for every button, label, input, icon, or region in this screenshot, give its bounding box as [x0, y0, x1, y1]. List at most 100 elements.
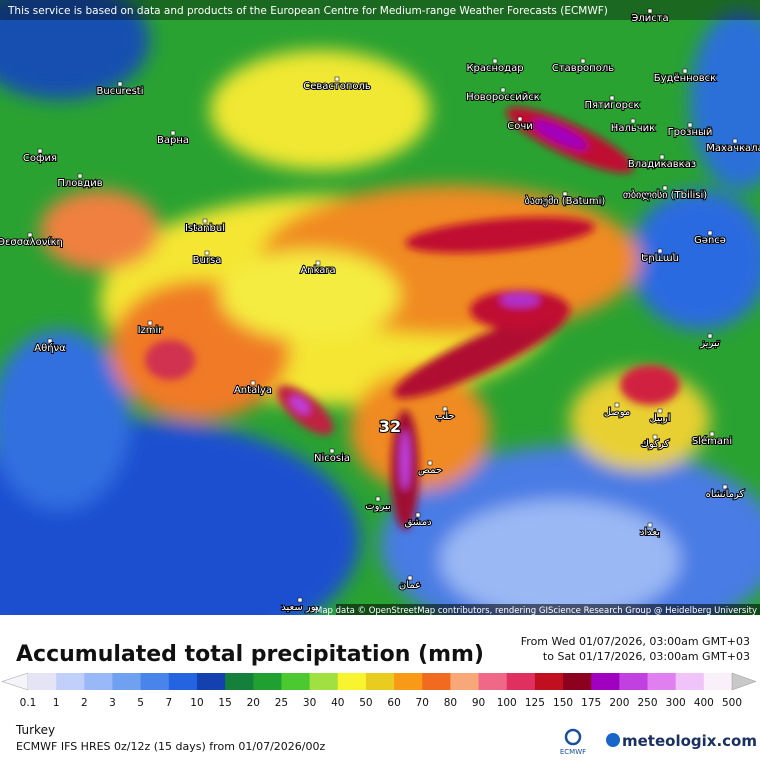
city-label: Владикавказ	[628, 159, 696, 170]
city-dot	[647, 522, 653, 528]
city-dot	[415, 512, 421, 518]
city-dot	[652, 434, 658, 440]
city-dot	[647, 8, 653, 14]
colorbar-swatch	[647, 673, 677, 690]
city-label: Ставрополь	[552, 63, 614, 74]
colorbar-label: 300	[666, 697, 686, 709]
city-label: Izmir	[138, 325, 164, 336]
city-dot	[77, 173, 83, 179]
colorbar-swatch	[478, 673, 508, 690]
city-label: دمشق	[404, 517, 431, 528]
region: Turkey	[15, 723, 55, 737]
city-label: Nicosia	[314, 453, 350, 464]
city-label: اربيل	[650, 413, 671, 424]
city-label: كركوك	[641, 439, 670, 450]
colorbar-label: 100	[497, 697, 517, 709]
city-label: Antalya	[234, 385, 272, 396]
city-dot	[517, 116, 523, 122]
colorbar-label: 1	[53, 697, 60, 709]
city-label: Грозный	[668, 127, 713, 138]
colorbar-swatch	[703, 673, 733, 690]
city-label: Bursa	[193, 255, 222, 266]
city-label: Θεσσαλονίκη	[0, 236, 63, 248]
city-label: Сочи	[507, 121, 533, 132]
colorbar-swatch	[365, 673, 395, 690]
city-label: Новороссийск	[466, 92, 540, 103]
city-dot	[202, 218, 208, 224]
colorbar-label: 10	[190, 697, 203, 709]
city-dot	[329, 448, 335, 454]
city-dot	[492, 58, 498, 64]
attribution: Map data © OpenStreetMap contributors, r…	[315, 606, 757, 616]
date-from: From Wed 01/07/2026, 03:00am GMT+03	[521, 635, 750, 648]
colorbar-swatch	[506, 673, 536, 690]
city-label: Элиста	[631, 13, 668, 24]
city-label: თბილისი (Tbilisi)	[623, 189, 707, 201]
colorbar-swatch	[140, 673, 170, 690]
city-dot	[117, 81, 123, 87]
city-dot	[707, 230, 713, 236]
city-label: ბათუმი (Batumi)	[525, 195, 606, 207]
city-label: Երևան	[641, 253, 679, 264]
model-info: ECMWF IFS HRES 0z/12z (15 days) from 01/…	[16, 740, 326, 753]
city-label: Slémani	[692, 435, 732, 447]
city-label: Варна	[157, 135, 189, 146]
city-label: Будённовск	[654, 73, 716, 84]
colorbar-swatch	[534, 673, 564, 690]
city-label: عمان	[399, 580, 421, 591]
map: This service is based on data and produc…	[0, 0, 760, 616]
city-dot	[47, 338, 53, 344]
city-dot	[609, 95, 615, 101]
colorbar-swatch	[281, 673, 311, 690]
city-label: Пятигорск	[584, 100, 639, 111]
colorbar-swatch	[619, 673, 649, 690]
city-dot	[375, 496, 381, 502]
colorbar-swatch	[112, 673, 142, 690]
city-dot	[170, 130, 176, 136]
city-dot	[614, 402, 620, 408]
colorbar-label: 125	[525, 697, 545, 709]
colorbar-label: 175	[581, 697, 601, 709]
colorbar-end	[1, 672, 29, 691]
colorbar-label: 250	[637, 697, 657, 709]
city-dot	[204, 250, 210, 256]
colorbar-swatch	[563, 673, 592, 690]
city-dot	[707, 333, 713, 339]
city-label: Пловдив	[57, 178, 102, 189]
city-dot	[657, 248, 663, 254]
city-dot	[334, 76, 340, 82]
colorbar-swatch	[225, 673, 254, 690]
city-label: Bucuresti	[97, 86, 144, 97]
city-dot	[662, 185, 668, 191]
brand[interactable]: meteologix.com	[622, 732, 757, 750]
colorbar-label: 2	[81, 697, 88, 709]
colorbar-swatch	[422, 673, 451, 690]
city-label: موصل	[604, 407, 631, 418]
city-label: Севастополь	[303, 81, 371, 92]
city-label: بغداد	[640, 527, 660, 538]
colorbar-label: 60	[387, 697, 400, 709]
city-dot	[315, 260, 321, 266]
city-label: بيروت	[365, 501, 391, 512]
colorbar-label: 15	[218, 697, 231, 709]
city-dot	[27, 232, 33, 238]
colorbar-swatch	[253, 673, 282, 690]
ecmwf-icon	[564, 728, 582, 746]
colorbar-swatch	[675, 673, 705, 690]
city-label: Gəncə	[694, 235, 726, 246]
colorbar-swatch	[196, 673, 226, 690]
city-dot	[580, 58, 586, 64]
city-dot	[659, 154, 665, 160]
colorbar-label: 3	[109, 697, 116, 709]
city-label: Αθήνα	[34, 342, 66, 354]
colorbar-label: 7	[165, 697, 172, 709]
colorbar-label: 400	[694, 697, 714, 709]
credit: This service is based on data and produc…	[7, 5, 608, 17]
colorbar-swatch	[450, 673, 480, 690]
city-dot	[722, 484, 728, 490]
colorbar-label: 25	[275, 697, 288, 709]
city-label: Istanbul	[185, 223, 225, 234]
colorbar-label: 500	[722, 697, 742, 709]
colorbar-swatch	[591, 673, 620, 690]
